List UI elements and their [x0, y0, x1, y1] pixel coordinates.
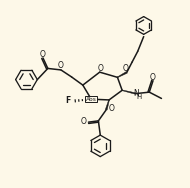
Polygon shape [122, 90, 136, 94]
Text: O: O [123, 64, 129, 73]
Text: F: F [66, 96, 71, 105]
Text: O: O [108, 104, 114, 113]
Text: O: O [40, 50, 46, 59]
Polygon shape [105, 100, 109, 110]
Text: H: H [136, 94, 142, 100]
Text: O: O [57, 61, 63, 70]
Text: O: O [98, 64, 104, 73]
Polygon shape [117, 71, 127, 78]
Text: O: O [81, 117, 87, 126]
Text: O: O [149, 73, 155, 82]
Text: N: N [133, 89, 139, 98]
Text: Abs: Abs [86, 97, 97, 102]
